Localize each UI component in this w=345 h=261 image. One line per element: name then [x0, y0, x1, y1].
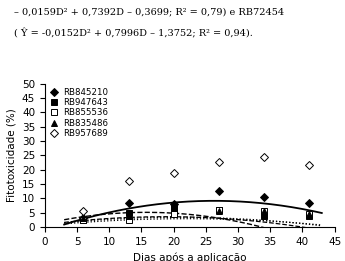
Y-axis label: Fitotoxicidade (%): Fitotoxicidade (%)	[6, 108, 16, 202]
X-axis label: Dias após a aplicação: Dias após a aplicação	[133, 252, 246, 261]
RB845210	[262, 195, 266, 198]
RB845210	[81, 217, 86, 220]
RB947643	[262, 214, 266, 217]
RB835486	[307, 212, 311, 216]
Line: RB845210: RB845210	[81, 188, 312, 221]
RB957689	[307, 164, 311, 167]
RB947643	[217, 208, 221, 211]
RB957689	[171, 171, 176, 174]
RB957689	[81, 210, 86, 213]
RB835486	[262, 210, 266, 213]
RB957689	[127, 180, 131, 183]
RB835486	[127, 214, 131, 217]
RB957689	[217, 161, 221, 164]
RB855536	[217, 208, 221, 211]
RB845210	[217, 189, 221, 193]
RB947643	[307, 214, 311, 217]
RB835486	[217, 210, 221, 213]
RB855536	[262, 210, 266, 213]
Text: – 0,0159D² + 0,7392D – 0,3699; R² = 0,79) e RB72454: – 0,0159D² + 0,7392D – 0,3699; R² = 0,79…	[14, 8, 284, 17]
RB835486	[81, 217, 86, 220]
Line: RB957689: RB957689	[81, 154, 312, 214]
RB855536	[127, 218, 131, 221]
RB855536	[171, 212, 176, 216]
Line: RB855536: RB855536	[81, 207, 312, 223]
RB845210	[127, 201, 131, 204]
Line: RB947643: RB947643	[81, 206, 312, 223]
RB957689	[262, 155, 266, 158]
RB947643	[171, 207, 176, 210]
Text: ( Ŷ = -0,0152D² + 0,7996D – 1,3752; R² = 0,94).: ( Ŷ = -0,0152D² + 0,7996D – 1,3752; R² =…	[14, 29, 253, 39]
RB855536	[307, 212, 311, 216]
Line: RB835486: RB835486	[81, 206, 312, 221]
RB845210	[171, 203, 176, 206]
RB855536	[81, 218, 86, 221]
RB835486	[171, 207, 176, 210]
RB845210	[307, 201, 311, 204]
RB947643	[127, 211, 131, 214]
RB947643	[81, 218, 86, 221]
Legend: RB845210, RB947643, RB855536, RB835486, RB957689: RB845210, RB947643, RB855536, RB835486, …	[47, 86, 110, 140]
